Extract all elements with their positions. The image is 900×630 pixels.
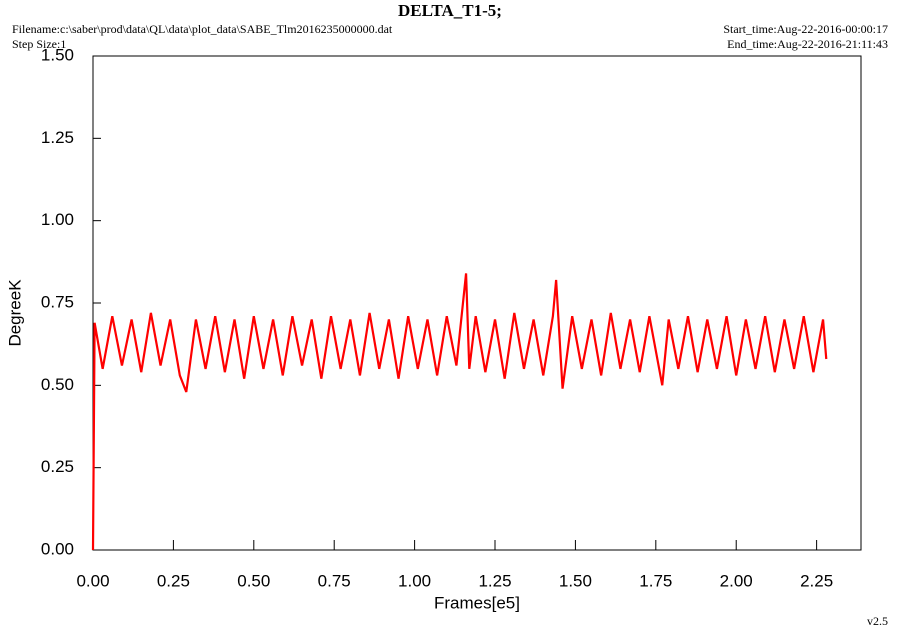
end-time: End_time:Aug-22-2016-21:11:43 xyxy=(727,37,888,51)
version: v2.5 xyxy=(867,614,888,628)
x-tick-label: 1.50 xyxy=(559,571,592,590)
y-tick-label: 0.25 xyxy=(41,457,74,476)
x-tick-label: 2.00 xyxy=(720,571,753,590)
y-tick-label: 0.00 xyxy=(41,539,74,558)
y-tick-label: 0.75 xyxy=(41,292,74,311)
x-tick-label: 1.75 xyxy=(639,571,672,590)
y-tick-label: 1.25 xyxy=(41,128,74,147)
x-tick-label: 1.25 xyxy=(478,571,511,590)
chart-title: DELTA_T1-5; xyxy=(398,1,502,20)
step-size: Step Size:1 xyxy=(12,37,66,51)
x-axis-label: Frames[e5] xyxy=(434,593,520,612)
y-tick-label: 1.50 xyxy=(41,45,74,64)
x-tick-label: 0.50 xyxy=(237,571,270,590)
filename: Filename:c:\saber\prod\data\QL\data\plot… xyxy=(12,22,393,36)
start-time: Start_time:Aug-22-2016-00:00:17 xyxy=(723,22,888,36)
y-axis-label: DegreeK xyxy=(5,279,24,347)
y-tick-label: 1.00 xyxy=(41,210,74,229)
x-tick-label: 1.00 xyxy=(398,571,431,590)
y-tick-label: 0.50 xyxy=(41,375,74,394)
x-tick-label: 0.00 xyxy=(76,571,109,590)
x-tick-label: 0.25 xyxy=(157,571,190,590)
data-line xyxy=(91,273,828,551)
x-tick-label: 2.25 xyxy=(800,571,833,590)
x-tick-label: 0.75 xyxy=(318,571,351,590)
